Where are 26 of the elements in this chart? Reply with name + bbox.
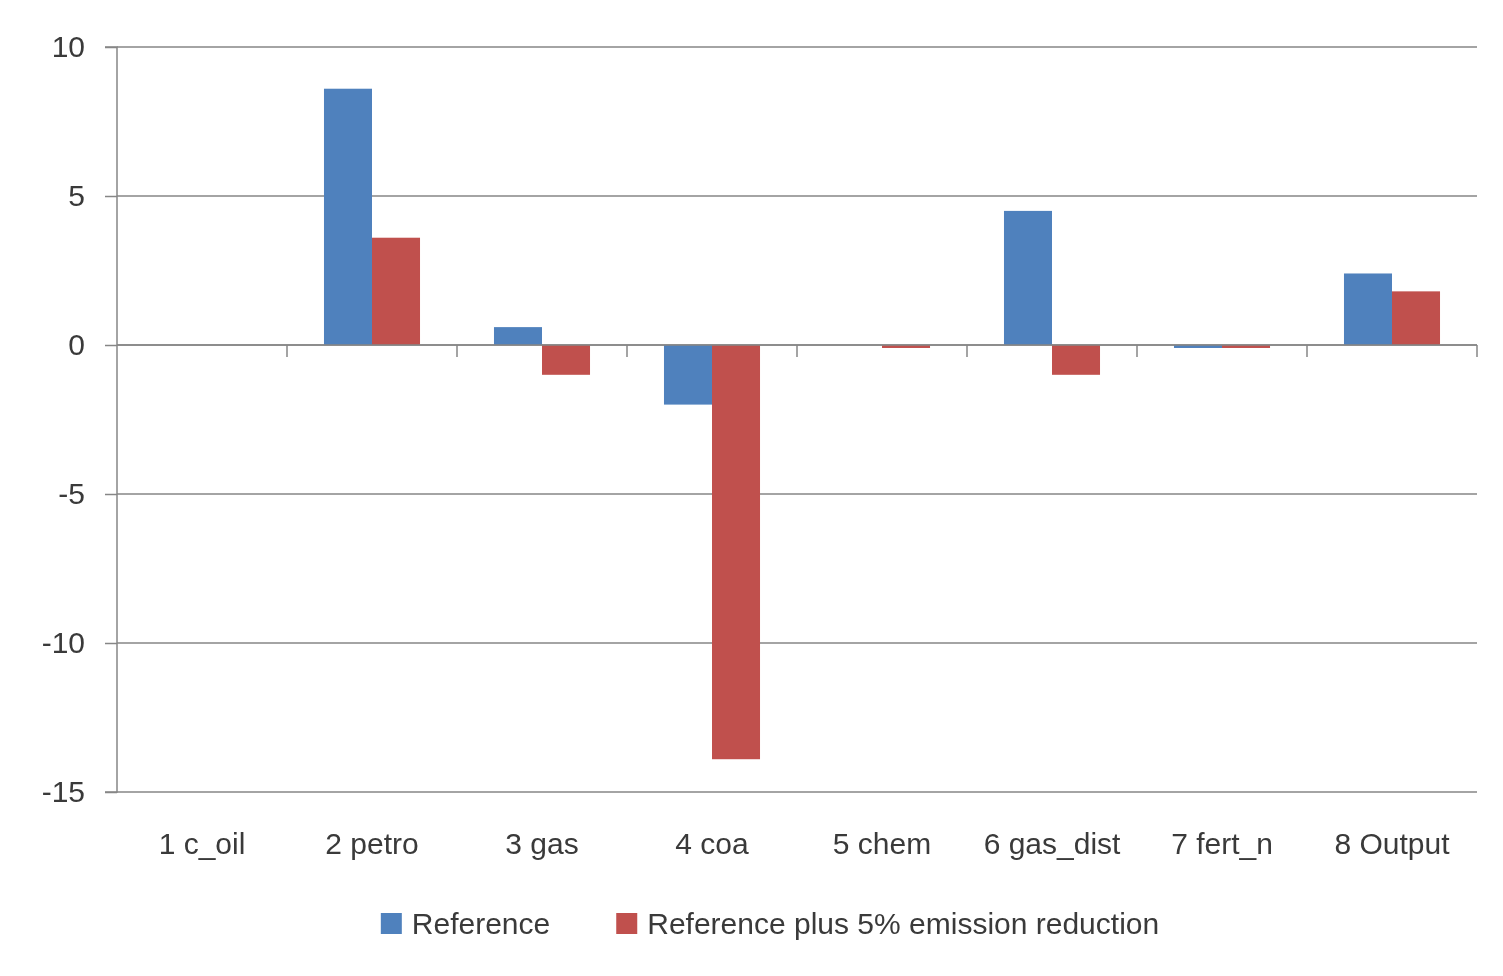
bar	[372, 237, 421, 345]
bar	[1003, 210, 1052, 345]
x-tick-label: 2 petro	[325, 827, 419, 861]
x-tick-label: 6 gas_dist	[983, 827, 1122, 861]
bar	[1343, 273, 1392, 345]
y-tick-label: -5	[58, 477, 85, 511]
bar	[663, 345, 712, 405]
x-tick-label: 3 gas	[505, 827, 579, 861]
x-tick-label: 5 chem	[832, 827, 932, 861]
x-tick-label: 4 coa	[675, 827, 750, 861]
x-tick-label: 1 c_oil	[158, 827, 246, 861]
legend-label: Reference plus 5% emission reduction	[647, 906, 1160, 940]
y-tick-label: -10	[41, 626, 85, 660]
y-tick-label: -15	[41, 775, 85, 809]
legend-label: Reference	[411, 906, 551, 940]
bar	[542, 345, 591, 375]
bar	[1392, 291, 1441, 345]
x-tick-label: 8 Output	[1334, 827, 1451, 861]
x-tick-label: 7 fert_n	[1171, 827, 1273, 861]
y-tick-label: 0	[68, 328, 85, 362]
y-tick-label: 10	[51, 30, 85, 64]
bar	[323, 88, 372, 345]
bar	[1052, 345, 1101, 375]
bar	[712, 345, 761, 760]
y-tick-label: 5	[68, 179, 85, 213]
bar	[493, 327, 542, 345]
